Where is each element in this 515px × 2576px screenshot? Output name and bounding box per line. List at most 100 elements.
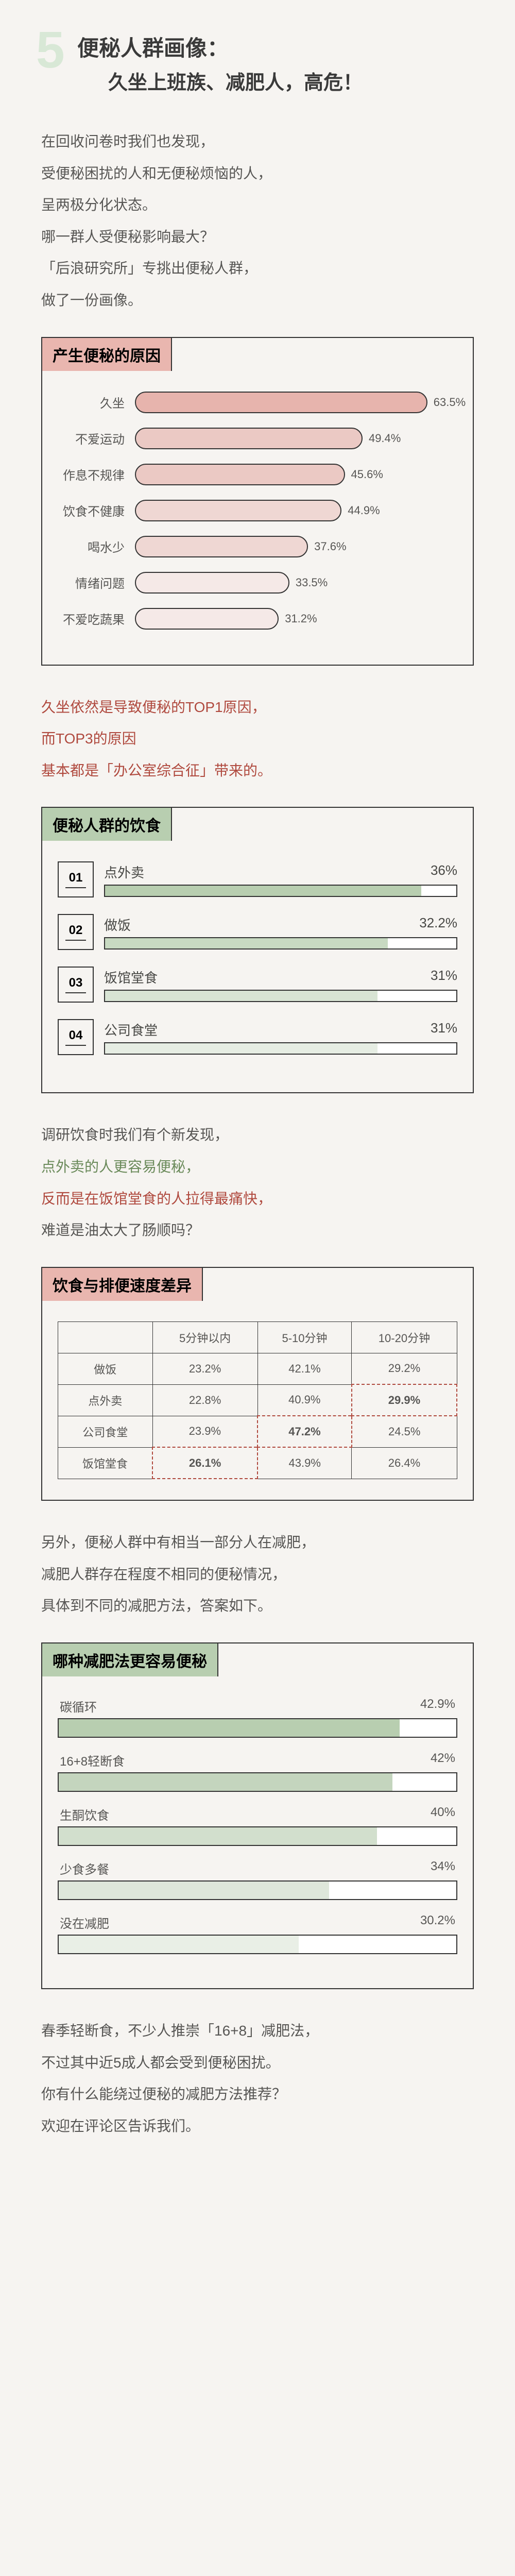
text-line: 反而是在饭馆堂食的人拉得最痛快， [41,1183,474,1215]
text-line: 具体到不同的减肥方法，答案如下。 [41,1590,474,1622]
wide-bar-value: 42.9% [420,1697,455,1715]
bar-track: 45.6% [135,464,457,485]
wide-bar-label: 没在减肥 [60,1913,109,1931]
chart-title: 便秘人群的饮食 [41,807,172,841]
wide-bar-row: 没在减肥 30.2% [58,1913,457,1954]
text-line: 做了一份画像。 [41,284,474,316]
bar-value: 33.5% [296,576,328,589]
text-line: 久坐依然是导致便秘的TOP1原因， [41,691,474,723]
wide-bar-fill [59,1827,377,1845]
chart-causes: 产生便秘的原因 久坐 63.5% 不爱运动 49.4% 作息不规律 45.6% … [41,337,474,666]
rank-bar-track [104,885,457,897]
section-subtitle: 久坐上班族、减肥人，高危！ [108,66,474,95]
text-line: 而TOP3的原因 [41,723,474,755]
bar-label: 不爱吃蔬果 [58,609,135,628]
table-row-label: 点外卖 [58,1384,153,1416]
note-weightloss-intro: 另外，便秘人群中有相当一部分人在减肥，减肥人群存在程度不相同的便秘情况，具体到不… [41,1527,474,1622]
bar-track: 63.5% [135,392,457,413]
rank-bar-track [104,990,457,1002]
bar-fill [135,572,289,594]
rank-label: 点外卖 [104,862,144,882]
text-line: 调研饮食时我们有个新发现， [41,1119,474,1151]
text-line: 不过其中近5成人都会受到便秘困扰。 [41,2047,474,2079]
rank-value: 36% [431,862,457,882]
table-cell: 23.2% [152,1353,258,1384]
section-header: 5 便秘人群画像： 久坐上班族、减肥人，高危！ [41,31,474,95]
table-cell: 29.9% [352,1384,457,1416]
bar-value: 44.9% [348,504,380,517]
text-line: 减肥人群存在程度不相同的便秘情况， [41,1558,474,1590]
rank-bar-fill [105,938,388,948]
wide-bar-track [58,1718,457,1738]
text-line: 哪一群人受便秘影响最大？ [41,221,474,253]
text-line: 你有什么能绕过便秘的减肥方法推荐？ [41,2078,474,2110]
text-line: 春季轻断食，不少人推崇「16+8」减肥法， [41,2015,474,2047]
chart-weightloss: 哪种减肥法更容易便秘 碳循环42.9% 16+8轻断食42% 生酮饮食40% 少… [41,1642,474,1989]
note-causes: 久坐依然是导致便秘的TOP1原因，而TOP3的原因基本都是「办公室综合征」带来的… [41,691,474,787]
chart-title: 饮食与排便速度差异 [41,1267,203,1301]
table-cell: 47.2% [258,1416,352,1447]
rank-bar-fill [105,991,377,1001]
table-row-label: 公司食堂 [58,1416,153,1447]
table-header: 5分钟以内 [152,1321,258,1353]
table-header [58,1321,153,1353]
wide-bar-row: 少食多餐34% [58,1859,457,1900]
text-line: 呈两极分化状态。 [41,189,474,221]
ranked-row: 04 公司食堂31% [58,1019,457,1055]
rank-bar-track [104,937,457,950]
wide-bar-label: 少食多餐 [60,1859,109,1877]
bar-fill [135,392,427,413]
bar-label: 不爱运动 [58,429,135,447]
speed-table: 5分钟以内5-10分钟10-20分钟做饭23.2%42.1%29.2%点外卖22… [58,1321,457,1480]
rank-box: 02 [58,914,94,950]
table-cell: 42.1% [258,1353,352,1384]
bar-track: 31.2% [135,608,457,630]
chart-diet: 便秘人群的饮食 01 点外卖36% 02 做饭32.2% 03 饭馆堂食31% … [41,807,474,1093]
table-cell: 29.2% [352,1353,457,1384]
note-diet: 调研饮食时我们有个新发现，点外卖的人更容易便秘，反而是在饭馆堂食的人拉得最痛快，… [41,1119,474,1246]
ranked-row: 02 做饭32.2% [58,914,457,950]
rank-bar-fill [105,886,421,896]
rank-box: 01 [58,861,94,897]
wide-bar-value: 30.2% [420,1913,455,1931]
rank-bar-fill [105,1043,377,1054]
text-line: 在回收问卷时我们也发现， [41,126,474,158]
chart-speed-table: 饮食与排便速度差异 5分钟以内5-10分钟10-20分钟做饭23.2%42.1%… [41,1267,474,1501]
rank-box: 03 [58,967,94,1003]
bar-value: 31.2% [285,612,317,625]
text-line: 点外卖的人更容易便秘， [41,1151,474,1183]
table-cell: 43.9% [258,1447,352,1479]
bar-value: 63.5% [434,396,466,409]
rank-label: 公司食堂 [104,1020,158,1039]
bar-row: 久坐 63.5% [58,392,457,413]
bar-row: 不爱运动 49.4% [58,428,457,449]
wide-bar-track [58,1772,457,1792]
ranked-row: 03 饭馆堂食31% [58,967,457,1003]
bar-fill [135,500,341,521]
rank-label: 饭馆堂食 [104,968,158,987]
bar-fill [135,428,363,449]
table-header: 10-20分钟 [352,1321,457,1353]
text-line: 「后浪研究所」专挑出便秘人群， [41,252,474,284]
bar-row: 喝水少 37.6% [58,536,457,557]
text-line: 受便秘困扰的人和无便秘烦恼的人， [41,158,474,190]
bar-track: 49.4% [135,428,457,449]
rank-number: 03 [69,976,83,990]
rank-value: 31% [431,1020,457,1039]
rank-label: 做饭 [104,915,131,934]
chart-title: 哪种减肥法更容易便秘 [41,1642,218,1676]
bar-row: 作息不规律 45.6% [58,464,457,485]
rank-number: 01 [69,871,83,885]
table-header: 5-10分钟 [258,1321,352,1353]
bar-track: 44.9% [135,500,457,521]
table-row-label: 做饭 [58,1353,153,1384]
bar-label: 情绪问题 [58,573,135,591]
wide-bar-fill [59,1936,299,1953]
wide-bar-track [58,1880,457,1900]
bar-fill [135,608,279,630]
wide-bar-row: 生酮饮食40% [58,1805,457,1846]
bar-row: 情绪问题 33.5% [58,572,457,594]
bar-fill [135,464,345,485]
bar-row: 饮食不健康 44.9% [58,500,457,521]
text-line: 难道是油太大了肠顺吗？ [41,1214,474,1246]
